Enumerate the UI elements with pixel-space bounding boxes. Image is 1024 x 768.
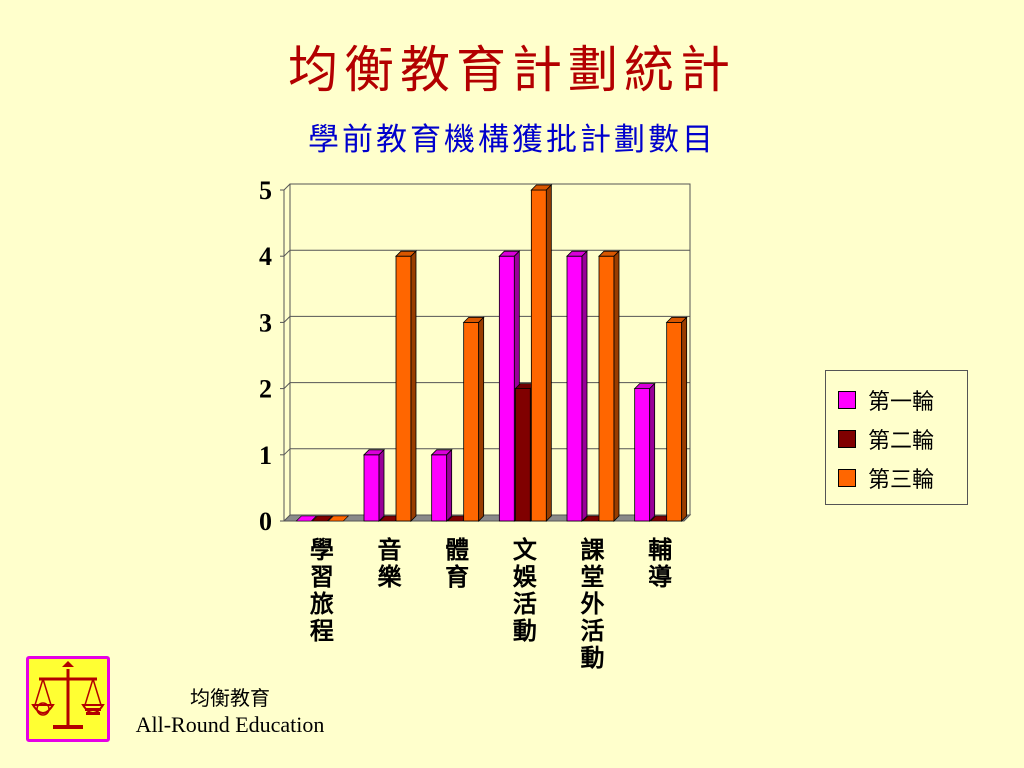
- page-title: 均衡教育計劃統計: [288, 41, 736, 99]
- bar: [363, 454, 380, 522]
- gridline-depth: [283, 316, 291, 323]
- x-tick-label: 文娛活動: [512, 535, 538, 645]
- bar: [463, 321, 480, 522]
- balance-scale-icon: [26, 656, 110, 742]
- plot-area: [289, 183, 691, 516]
- page-subtitle: 學前教育機構獲批計劃數目: [308, 122, 716, 158]
- y-tick-label: 5: [259, 176, 272, 205]
- bar-side: [478, 316, 485, 522]
- bar: [395, 255, 412, 522]
- bar-side: [649, 382, 656, 522]
- legend-label-series-3: 第三輪: [868, 468, 935, 493]
- bar-side: [545, 184, 552, 522]
- legend-item-series-1: 第一輪: [838, 385, 934, 415]
- legend-swatch-series-1: [838, 391, 856, 409]
- legend-swatch-series-3: [838, 469, 856, 487]
- footer-english-name: All-Round Education: [135, 712, 325, 737]
- bar-side: [613, 250, 620, 522]
- bar-side: [681, 316, 688, 522]
- y-tick-label: 1: [259, 441, 272, 470]
- bar: [530, 189, 547, 522]
- chart-legend: 第一輪 第二輪 第三輪: [825, 370, 968, 505]
- bar-side: [581, 250, 588, 522]
- legend-swatch-series-2: [838, 430, 856, 448]
- bar: [566, 255, 583, 522]
- legend-item-series-2: 第二輪: [838, 424, 934, 454]
- gridline-depth: [283, 183, 291, 191]
- gridline-depth: [283, 448, 291, 456]
- bar-side: [410, 250, 417, 522]
- legend-item-series-3: 第三輪: [838, 463, 934, 493]
- legend-label-series-1: 第一輪: [868, 390, 935, 415]
- bar-side: [378, 448, 385, 522]
- bar-zero: [327, 515, 350, 522]
- bar: [666, 321, 683, 522]
- x-tick-label: 音樂: [378, 535, 403, 591]
- bar: [431, 454, 448, 522]
- gridline-depth: [283, 382, 291, 389]
- bar: [498, 255, 515, 522]
- legend-label-series-2: 第二輪: [868, 429, 935, 454]
- x-tick-label: 輔導: [648, 535, 672, 591]
- y-tick-label: 3: [259, 308, 272, 337]
- bar-zero: [295, 515, 318, 522]
- footer-chinese-name: 均衡教育: [190, 686, 270, 710]
- bar: [598, 255, 615, 522]
- bar: [514, 388, 531, 522]
- bar-side: [446, 448, 453, 522]
- gridline-depth: [283, 249, 291, 257]
- x-tick-label: 學習旅程: [310, 535, 334, 645]
- bar-zero: [311, 515, 334, 522]
- y-tick-label: 0: [259, 507, 272, 536]
- y-tick-label: 4: [259, 242, 272, 271]
- bar: [634, 388, 651, 522]
- x-tick-label: 課堂外活動: [581, 535, 606, 672]
- y-tick-label: 2: [259, 375, 272, 404]
- x-tick-label: 體育: [445, 535, 469, 591]
